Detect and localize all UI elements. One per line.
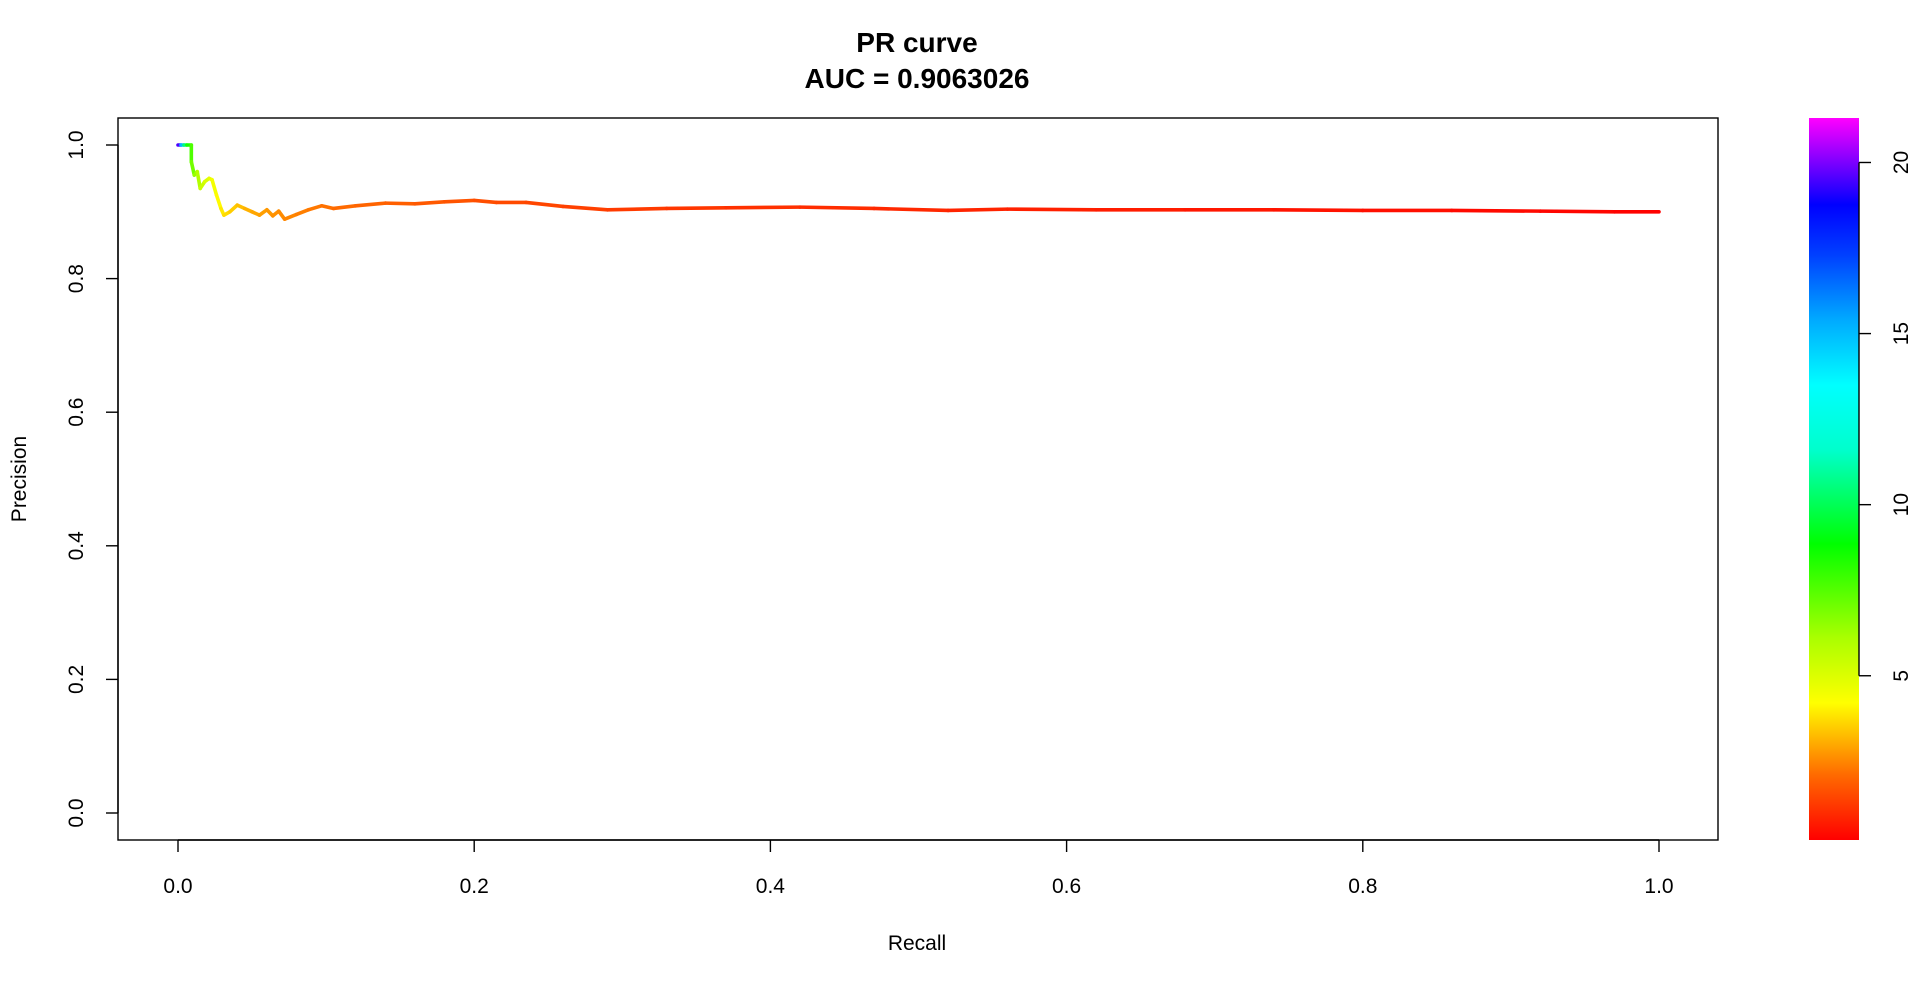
pr-curve-segment (472, 198, 499, 205)
colorbar-axis: 5 10 15 20 (1858, 151, 1913, 682)
colorbar-tick-label: 20 (1890, 151, 1913, 174)
y-tick-label: 0.2 (65, 665, 88, 694)
pr-curve-segment (210, 177, 219, 197)
colorbar-tick-label: 5 (1890, 670, 1913, 682)
pr-curve-line (176, 143, 1661, 221)
x-axis-label: Recall (888, 932, 946, 955)
pr-curve-segment (561, 204, 610, 212)
pr-curve-segment (306, 203, 324, 212)
pr-curve-segment (413, 199, 447, 206)
y-tick-label: 1.0 (65, 130, 88, 159)
pr-curve-segment (664, 205, 728, 211)
pr-curve-segment (353, 201, 388, 208)
pr-curve-segment (724, 205, 802, 210)
y-axis: 0.0 0.2 0.4 0.6 0.8 1.0 (65, 130, 119, 828)
pr-curve-segment (442, 198, 477, 204)
y-tick-label: 0.6 (65, 398, 88, 427)
pr-curve-segment (331, 203, 358, 211)
pr-curve-segment (1272, 207, 1365, 213)
pr-curve-segment (383, 201, 417, 206)
pr-curve-segment (294, 207, 311, 217)
colorbar-tick-label: 10 (1890, 493, 1913, 516)
chart-title: PR curve (856, 27, 977, 58)
pr-curve-segment (1005, 207, 1099, 212)
chart-subtitle: AUC = 0.9063026 (805, 63, 1030, 94)
y-tick-label: 0.8 (65, 264, 88, 293)
x-tick-label: 0.0 (163, 875, 192, 898)
pr-curve-segment (214, 193, 223, 211)
x-tick-label: 0.8 (1348, 875, 1377, 898)
pr-curve-segment (1538, 209, 1617, 214)
pr-curve-segment (282, 212, 299, 221)
x-axis: 0.0 0.2 0.4 0.6 0.8 1.0 (163, 839, 1674, 898)
pr-curve-segment (605, 206, 669, 212)
x-tick-label: 1.0 (1644, 875, 1673, 898)
y-tick-label: 0.0 (65, 798, 88, 827)
pr-curve-segment (872, 206, 950, 213)
pr-curve-segment (798, 205, 876, 211)
y-tick-label: 0.4 (65, 531, 88, 561)
pr-curve-segment (195, 169, 203, 191)
x-tick-label: 0.4 (756, 875, 786, 898)
colorbar-tick-label: 15 (1890, 322, 1913, 345)
pr-curve-segment (524, 200, 565, 209)
x-tick-label: 0.6 (1052, 875, 1081, 898)
colorbar (1809, 118, 1859, 840)
y-axis-label: Precision (8, 436, 31, 522)
pr-curve-segment (319, 203, 336, 211)
pr-curve-segment (189, 159, 197, 177)
pr-curve-segment (946, 207, 1010, 213)
pr-curve-segment (1449, 208, 1543, 213)
x-tick-label: 0.2 (460, 875, 489, 898)
plot-frame (117, 117, 1719, 841)
